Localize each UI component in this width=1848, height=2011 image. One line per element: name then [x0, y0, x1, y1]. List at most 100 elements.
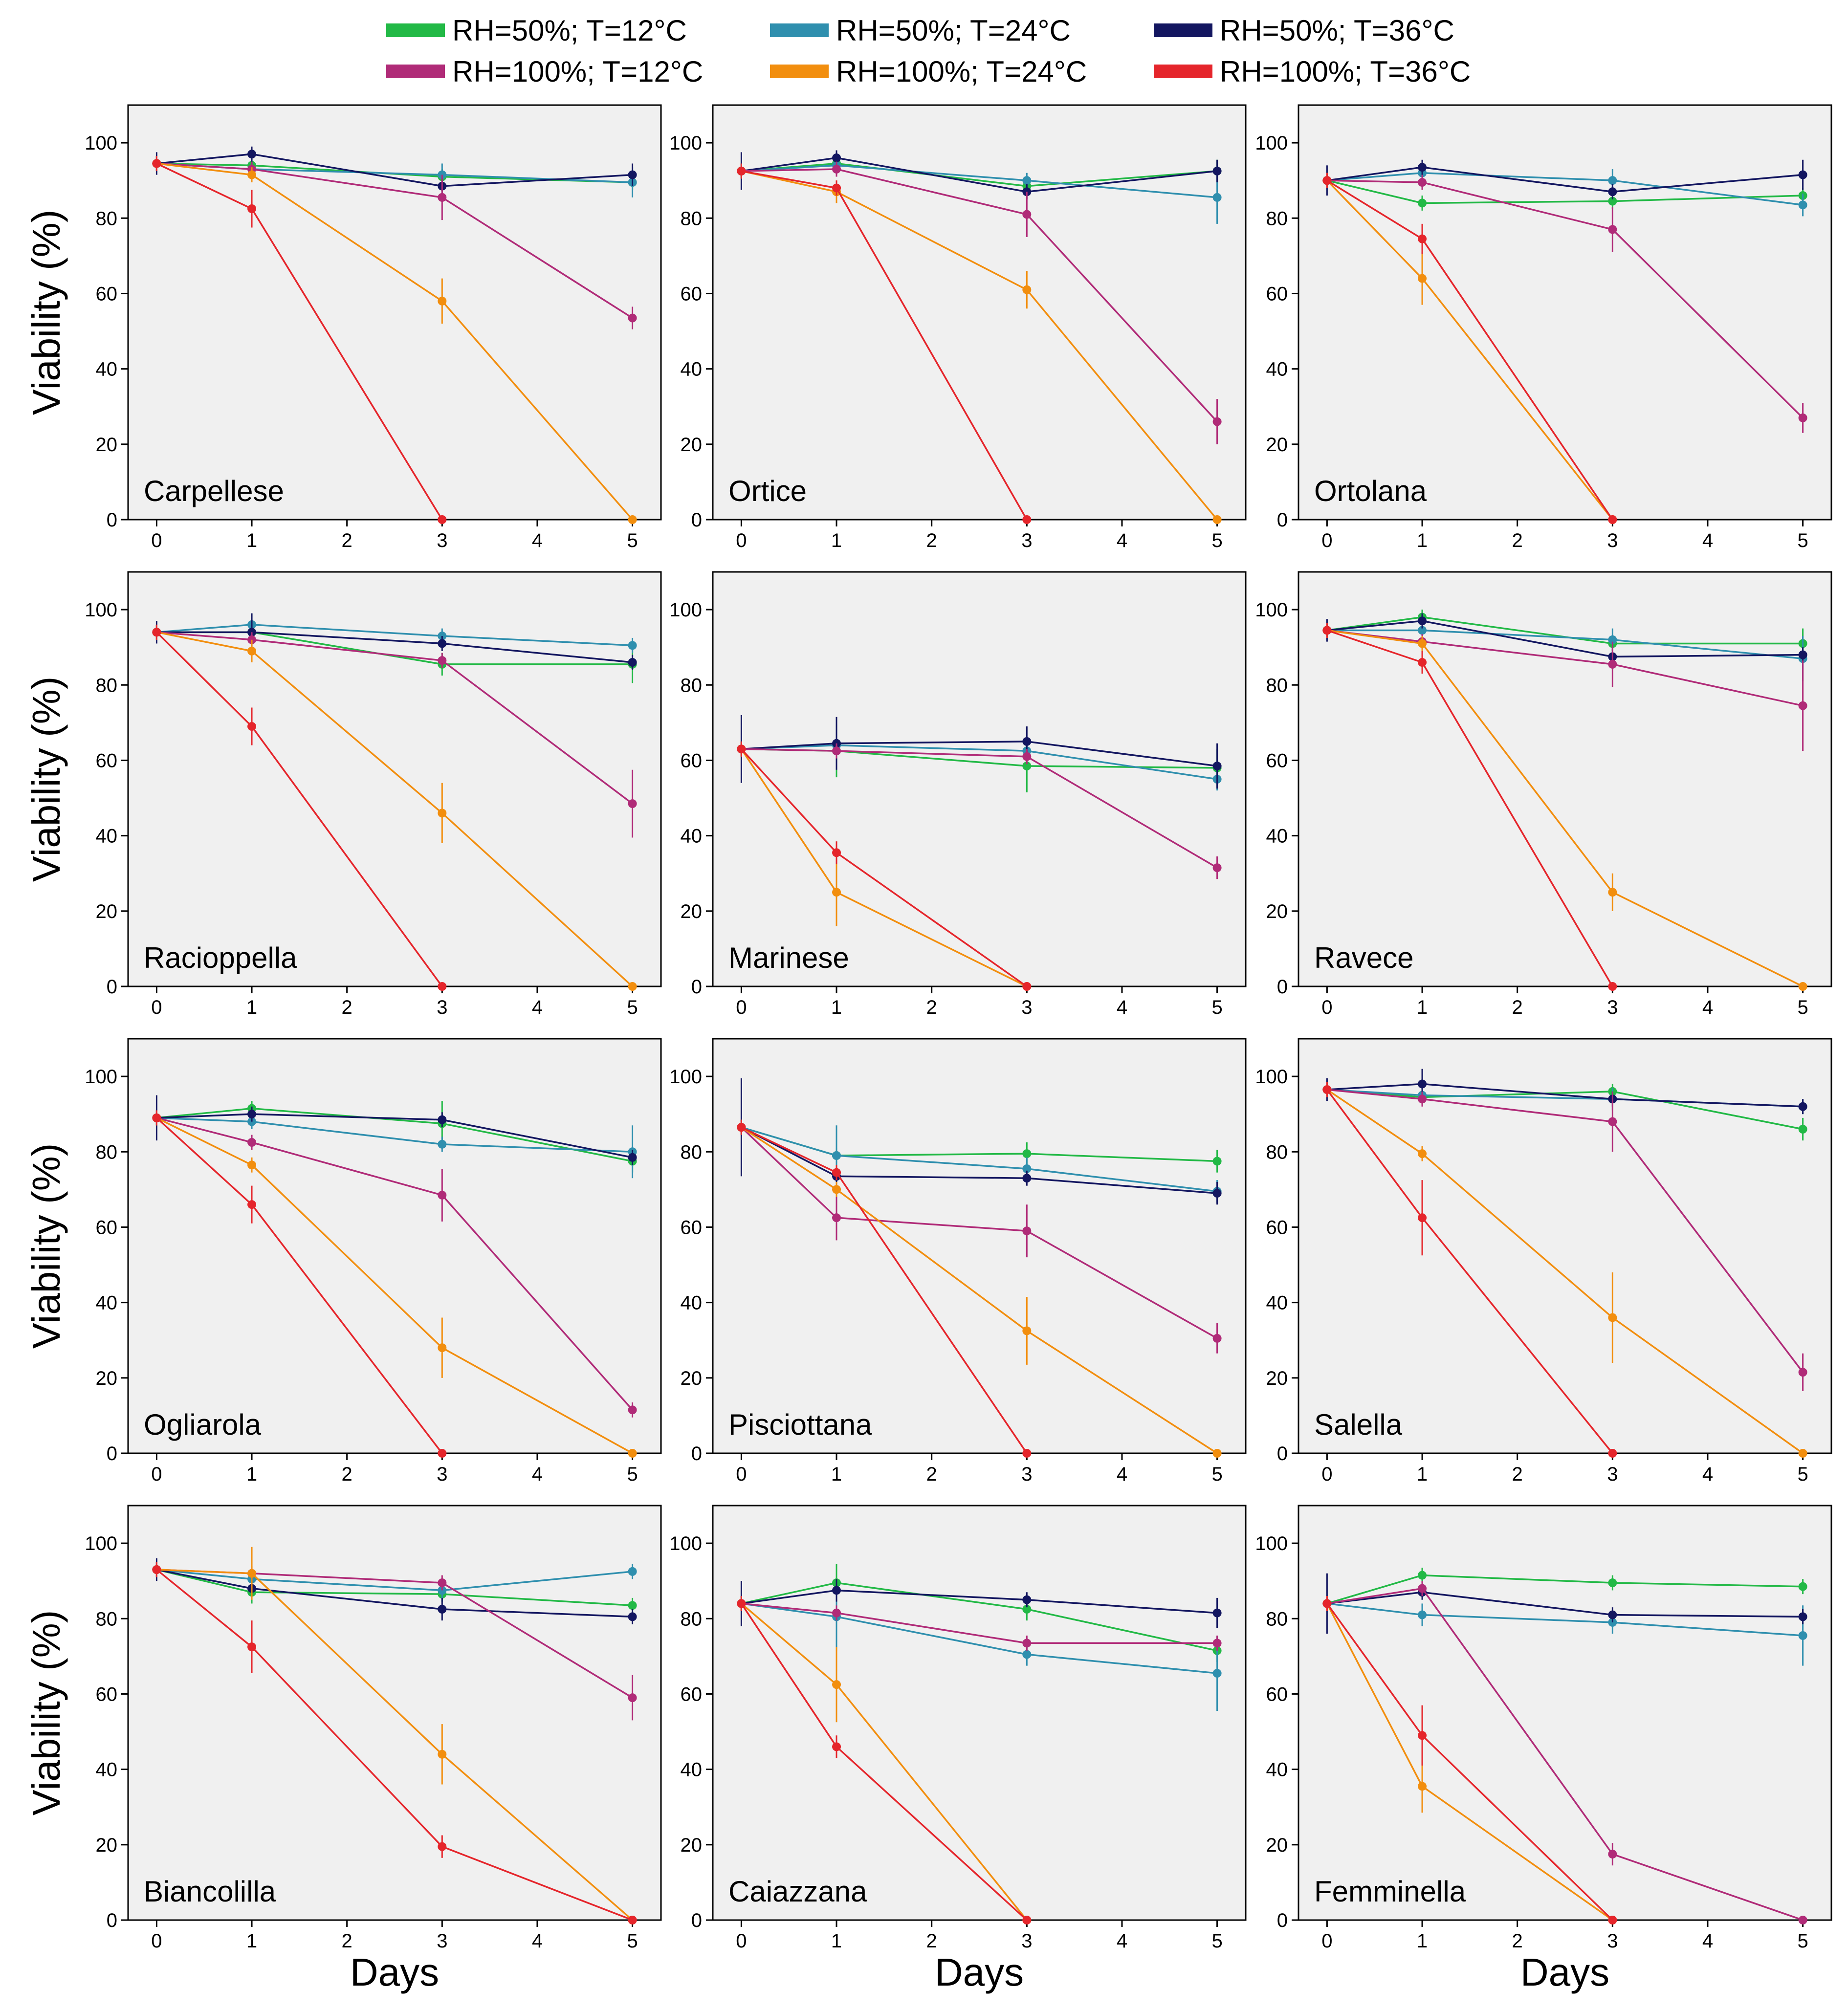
series-line: [1327, 166, 1803, 193]
y-tick-label: 40: [681, 1292, 703, 1314]
x-tick-label: 0: [736, 997, 747, 1018]
data-point: [438, 1842, 447, 1851]
x-tick-label: 2: [342, 1464, 352, 1485]
plot-area: [712, 104, 1247, 521]
x-tick-label: 1: [1417, 997, 1428, 1018]
x-tick-label: 5: [1797, 1464, 1808, 1485]
data-point: [1022, 737, 1032, 746]
data-point: [832, 1151, 841, 1160]
x-tick-label: 3: [1021, 530, 1032, 551]
data-point: [1022, 1650, 1032, 1659]
data-point: [1798, 1612, 1807, 1621]
series-line: [156, 631, 633, 663]
x-tick-label: 2: [926, 530, 937, 551]
y-tick-label: 20: [1266, 1835, 1288, 1856]
series-line: [1327, 1089, 1803, 1130]
x-tick-label: 2: [926, 997, 937, 1018]
series-line: [156, 631, 633, 805]
data-point: [832, 153, 841, 162]
data-point: [1608, 1850, 1617, 1859]
data-point: [1418, 1213, 1427, 1223]
data-point: [1798, 701, 1807, 710]
data-point: [832, 1185, 841, 1194]
x-tick-label: 5: [1211, 1930, 1222, 1952]
y-tick-label: 40: [681, 359, 703, 380]
series-line: [156, 1113, 633, 1159]
legend-swatch: [386, 65, 445, 78]
data-point: [1608, 635, 1617, 644]
x-tick-label: 5: [1797, 530, 1808, 551]
y-tick-label: 0: [107, 509, 117, 531]
data-point: [832, 183, 841, 193]
data-point: [438, 639, 447, 648]
y-tick-label: 20: [1266, 1368, 1288, 1389]
x-tick-label: 3: [1021, 1930, 1032, 1952]
data-point: [1798, 1368, 1807, 1377]
series-line: [1327, 1602, 1803, 1637]
y-tick-label: 100: [85, 132, 117, 154]
data-point: [1212, 1189, 1222, 1198]
data-point: [1212, 1157, 1222, 1166]
series-line: [1327, 179, 1804, 419]
series: [152, 1562, 637, 1924]
data-point: [1212, 1333, 1222, 1343]
data-point: [152, 159, 161, 168]
series-line: [741, 1126, 1218, 1339]
data-point: [1212, 863, 1222, 873]
data-point: [247, 722, 257, 731]
legend-entry: RH=50%; T=24°C: [770, 14, 1071, 47]
x-tick-label: 2: [342, 997, 352, 1018]
data-point: [1322, 1599, 1332, 1608]
cultivar-label: Racioppella: [144, 941, 297, 974]
data-point: [737, 1123, 746, 1132]
x-tick-label: 5: [1211, 997, 1222, 1018]
x-tick-label: 4: [1117, 1464, 1127, 1485]
data-point: [247, 1138, 257, 1147]
data-point: [438, 1449, 447, 1458]
series: [737, 1119, 1032, 1458]
legend-swatch: [386, 23, 445, 37]
y-tick-label: 60: [681, 283, 703, 305]
x-tick-label: 4: [1117, 997, 1127, 1018]
data-point: [832, 1213, 841, 1223]
y-tick-label: 100: [1255, 599, 1288, 621]
series-line: [156, 162, 633, 521]
x-tick-label: 3: [437, 1930, 447, 1952]
series-line: [741, 1602, 1217, 1674]
data-point: [438, 1343, 447, 1353]
series-line: [741, 170, 1218, 521]
series: [737, 741, 1032, 991]
data-point: [832, 1168, 841, 1177]
x-tick-label: 3: [1021, 997, 1032, 1018]
data-point: [832, 165, 841, 174]
plot-area: [1298, 1038, 1832, 1454]
x-tick-label: 5: [627, 530, 638, 551]
data-point: [1608, 1313, 1617, 1322]
data-point: [1608, 225, 1617, 234]
legend-entry: RH=50%; T=36°C: [1154, 14, 1454, 47]
y-tick-label: 80: [1266, 1141, 1288, 1163]
y-tick-label: 20: [681, 901, 703, 922]
series-line: [741, 164, 1217, 198]
x-tick-label: 0: [736, 1464, 747, 1485]
series: [737, 1119, 1222, 1354]
y-tick-label: 40: [1266, 359, 1288, 380]
series: [1322, 159, 1807, 199]
x-tick-label: 4: [1702, 530, 1713, 551]
series-line: [741, 741, 1217, 767]
series-line: [1327, 1591, 1803, 1618]
x-tick-label: 3: [437, 1464, 447, 1485]
data-point: [628, 1567, 637, 1576]
series-line: [1327, 629, 1803, 707]
x-tick-label: 3: [1607, 1930, 1618, 1952]
cultivar-label: Caiazzana: [728, 1875, 867, 1908]
data-point: [737, 166, 746, 175]
panel: 0 20 40 60 80 100 0 1 2 3 4 5 Ortice: [669, 104, 1247, 551]
data-point: [438, 1139, 447, 1149]
data-point: [1418, 1149, 1427, 1159]
data-point: [438, 1605, 447, 1614]
data-point: [1022, 762, 1032, 771]
y-axis-title: Viability (%): [24, 1610, 68, 1816]
x-tick-label: 2: [1512, 997, 1523, 1018]
